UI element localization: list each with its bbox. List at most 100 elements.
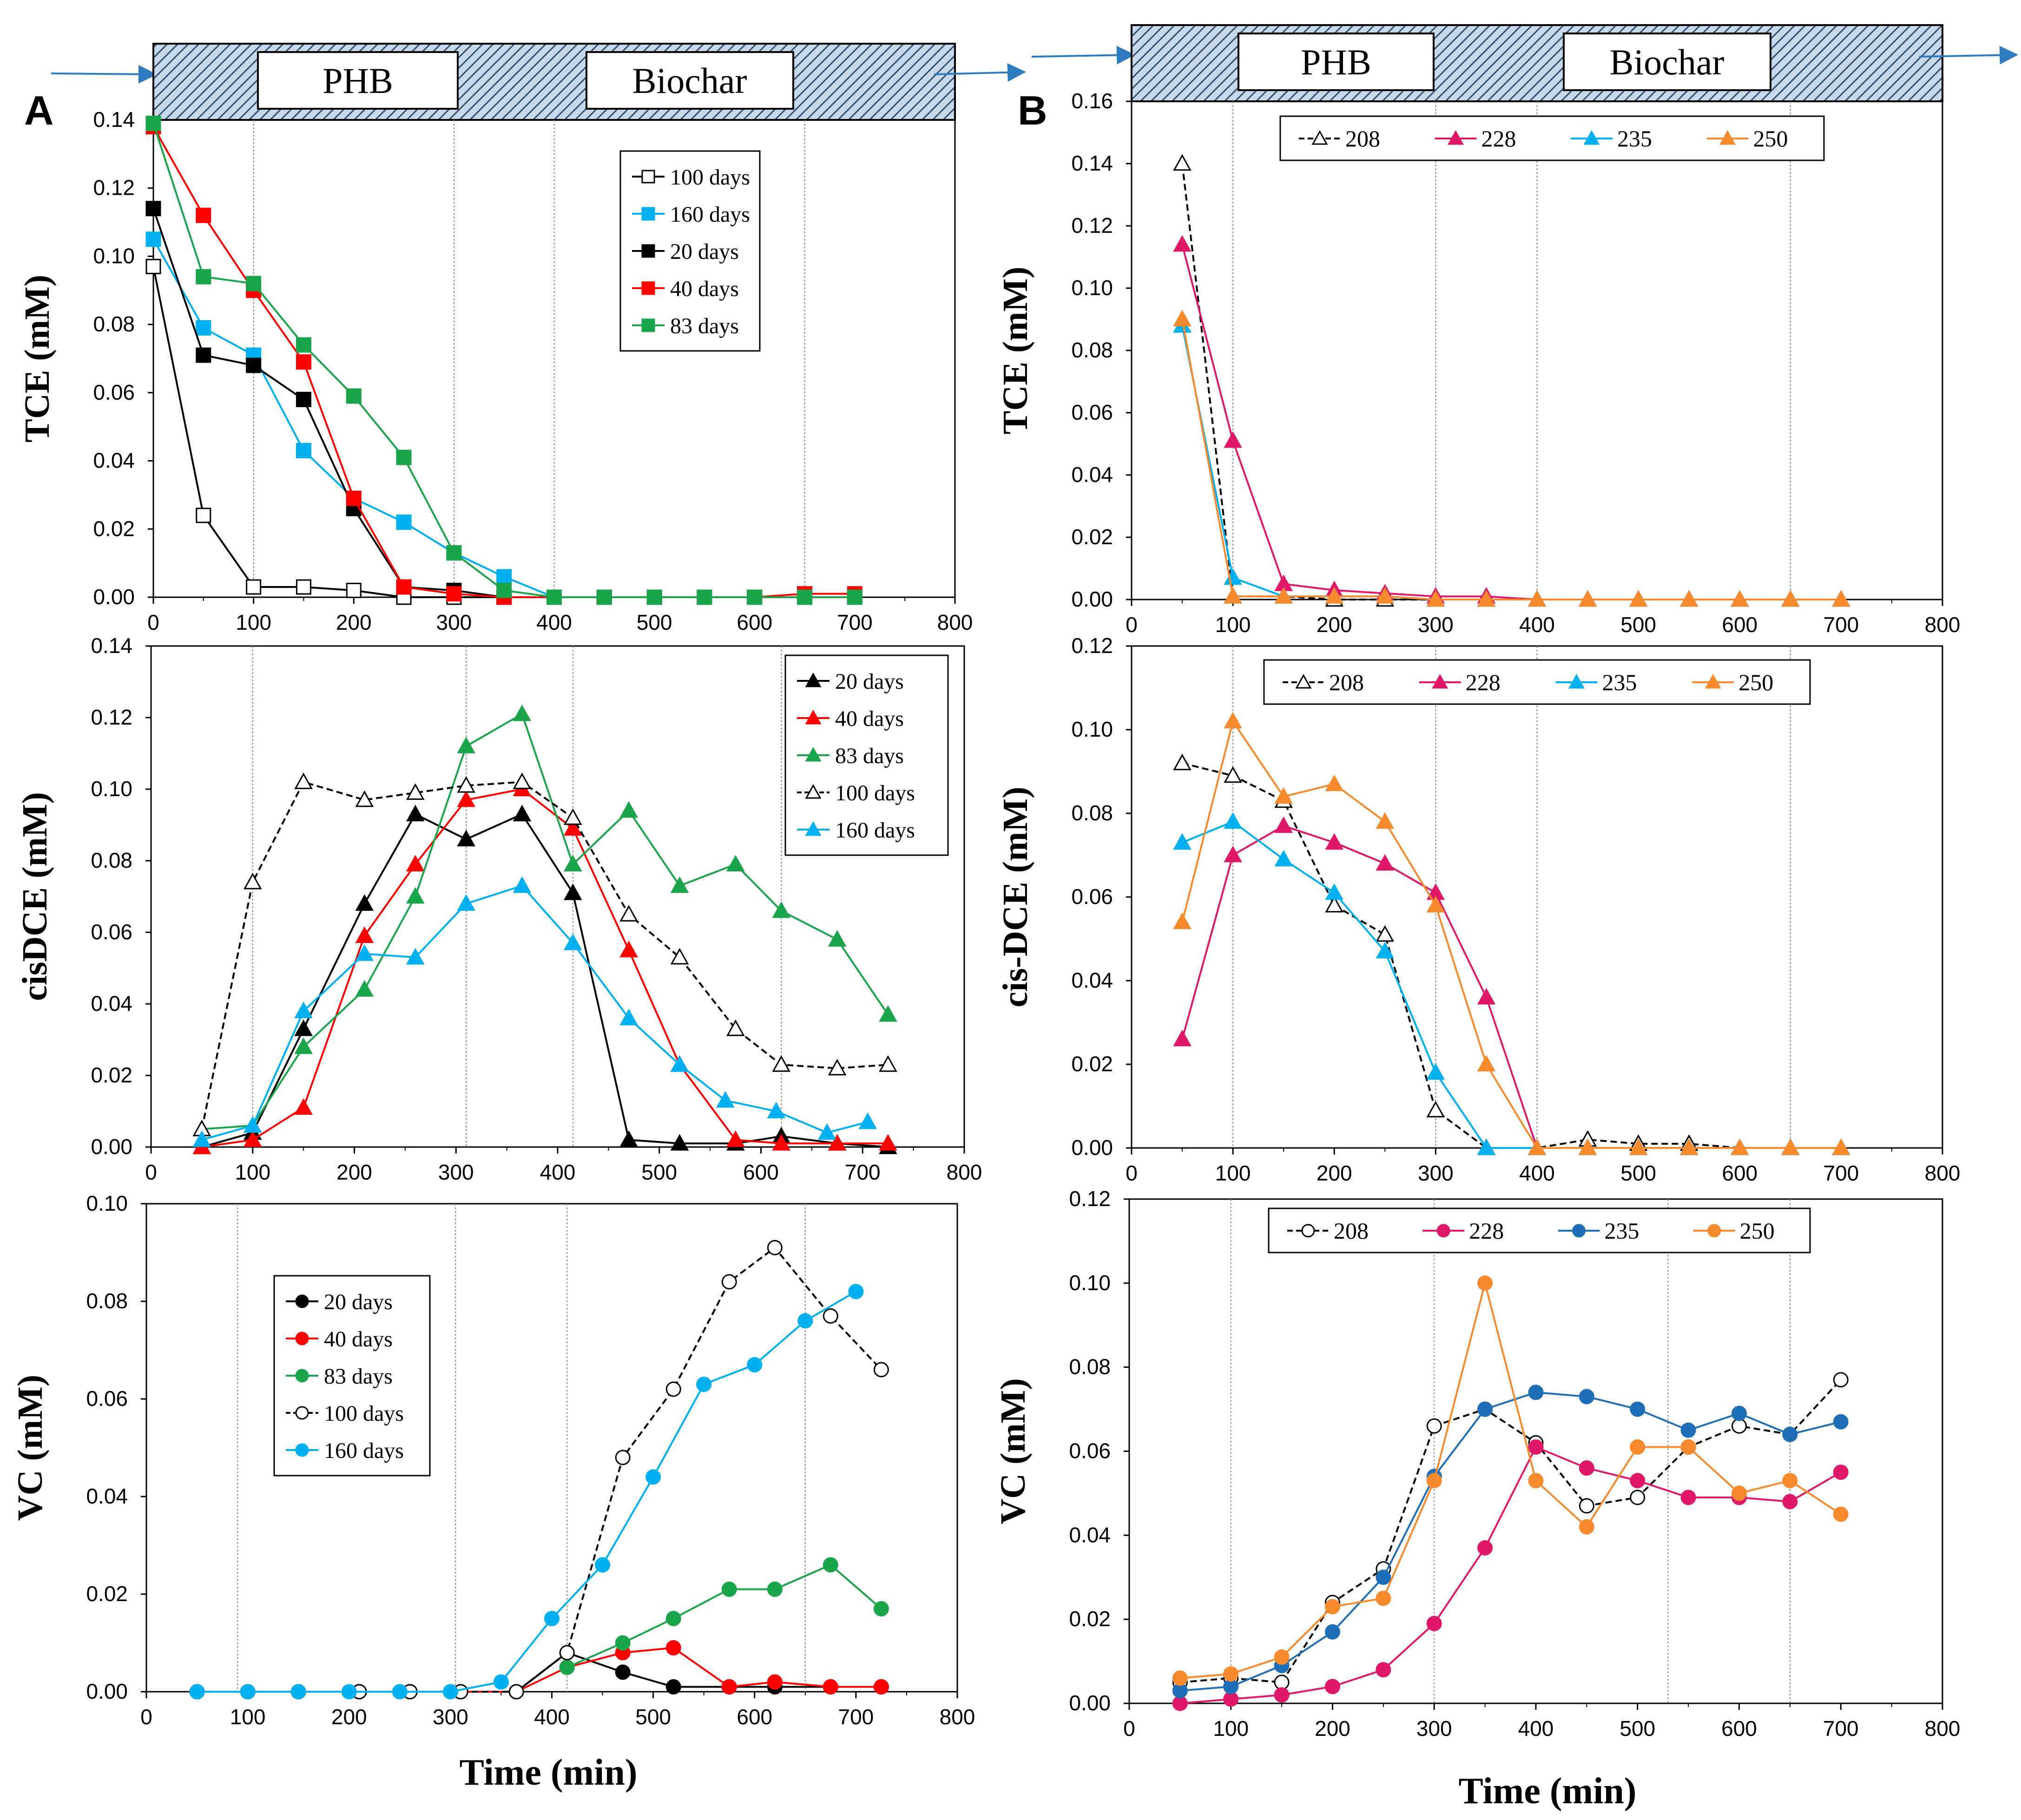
data-point [858,1112,877,1129]
data-point [1172,1670,1188,1686]
x-tick-label: 200 [336,610,372,634]
x-tick-label: 0 [1123,1716,1135,1741]
x-tick-label: 400 [1519,613,1555,637]
data-point [294,1098,313,1115]
data-point [1325,587,1344,604]
x-tick-label: 800 [940,1705,975,1729]
data-point [697,589,712,605]
data-point [1579,1460,1594,1476]
series-line [1181,325,1841,600]
series-83-days [559,1557,889,1675]
data-point [1223,1679,1239,1695]
data-point [396,514,412,530]
series-100-days [351,1240,889,1700]
data-point [1630,1490,1646,1505]
chart-b-vc: 0 100 200 300 400 500 600 700 800 0.00 0.02 0.04 0.0… [994,1187,1960,1741]
x-tick-label: 500 [1620,1161,1656,1185]
data-point [646,589,662,605]
data-point [294,772,313,789]
data-point [1376,925,1395,942]
series-line [1181,825,1841,1149]
data-point [1833,1506,1849,1522]
legend-marker [295,1369,309,1383]
data-point [1274,1649,1290,1665]
x-tick-label: 300 [438,1160,474,1184]
x-tick-label: 700 [1823,1716,1859,1741]
x-tick-label: 0 [1126,1161,1138,1185]
y-tick-label: 0.00 [1071,587,1113,611]
x-tick-label: 500 [1620,613,1656,637]
data-point [665,1611,681,1626]
legend-label: 20 days [835,669,904,694]
data-point [767,1240,783,1255]
data-point [797,1313,813,1329]
data-point [296,443,311,459]
legend-label: 100 days [670,165,750,190]
data-point [196,508,211,523]
data-point [817,1123,836,1140]
chart-b-tce: 0 100 200 300 400 500 600 700 800 0.00 0.02 0.04 0.0… [996,89,1960,637]
data-point [1325,774,1344,791]
data-point [1579,1519,1594,1535]
outflow-arrow-a [934,63,1026,82]
data-point [1579,1389,1594,1405]
data-point [1274,816,1293,833]
y-tick-label: 0.02 [93,516,135,541]
y-tick-label: 0.16 [1071,89,1113,113]
y-tick-label: 0.14 [93,107,135,132]
data-point [1173,833,1192,850]
series-line [197,1291,856,1693]
data-point [848,1284,864,1299]
data-point [1782,1473,1798,1489]
data-point [1782,1494,1798,1510]
data-point [294,1037,313,1054]
data-point [196,269,211,284]
series-208 [1173,753,1850,1155]
data-point [1172,1683,1188,1699]
legend-marker [641,318,655,332]
y-tick-label: 0.06 [1071,884,1113,909]
x-tick-label: 200 [1317,613,1352,637]
data-point [1426,590,1445,607]
data-point [619,801,638,818]
data-point [823,1679,838,1695]
y-tick-label: 0.08 [91,848,132,872]
data-point [508,1684,524,1700]
data-point [564,808,582,825]
series-160-days [192,876,877,1147]
x-tick-label: 200 [336,1160,372,1184]
data-point [1730,590,1749,607]
x-tick-label: 100 [235,1160,270,1184]
legend-label: 250 [1740,1218,1775,1244]
x-tick-label: 800 [1925,1161,1961,1185]
y-tick-label: 0.02 [1069,1607,1111,1631]
data-point [513,804,532,822]
legend-marker [295,1406,309,1420]
data-point [392,1684,408,1700]
data-point [1224,845,1242,863]
data-point [828,1134,847,1151]
series-250 [1173,310,1850,607]
legend: 20 days 40 days 83 days 100 days 160 days [273,1275,431,1477]
data-point [1528,1473,1544,1489]
y-tick-label: 0.06 [1071,400,1113,424]
data-point [189,1684,205,1700]
legend-label: 100 days [324,1401,404,1426]
inflow-arrow-a [51,65,157,84]
series-83-days [145,115,862,605]
data-point [1833,1464,1849,1480]
data-point [1376,587,1395,604]
legend-marker [295,1294,309,1308]
data-point [726,855,745,871]
x-tick-label: 400 [1518,1716,1554,1741]
data-point [1679,590,1698,607]
data-point [1477,1401,1493,1417]
series-line [1180,1379,1842,1683]
data-point [1173,1029,1192,1047]
data-point [1224,568,1242,585]
y-tick-label: 0.12 [1071,633,1113,658]
x-tick-label: 500 [1619,1716,1655,1741]
data-point [1680,1422,1696,1438]
data-point [828,930,847,947]
data-point [1224,766,1242,783]
